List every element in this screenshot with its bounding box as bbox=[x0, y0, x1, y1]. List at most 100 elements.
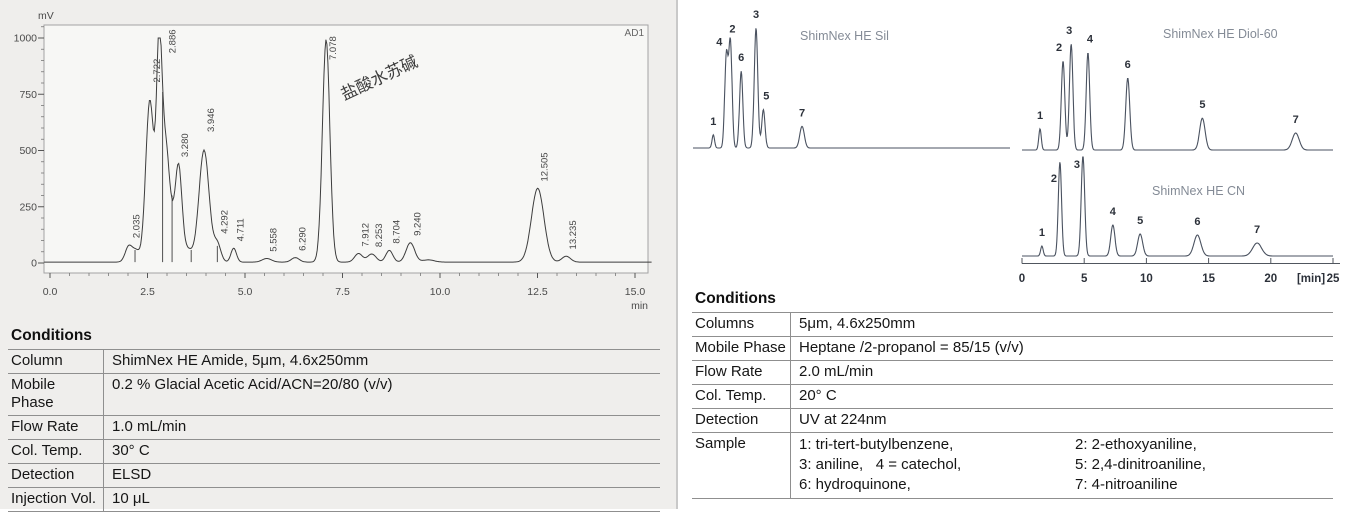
condition-value: 30° C bbox=[103, 440, 660, 463]
chart-title: ShimNex HE Diol-60 bbox=[1163, 27, 1278, 41]
x-tick-label: 7.5 bbox=[335, 286, 350, 298]
peak-number-label: 2 bbox=[729, 23, 735, 35]
condition-label: Col. Temp. bbox=[695, 387, 767, 404]
condition-label: Mobile Phase bbox=[11, 376, 56, 411]
retention-time-label: 7.078 bbox=[328, 36, 339, 60]
retention-time-label: 2.035 bbox=[131, 214, 142, 238]
conditions-row: Column ShimNex HE Amide, 5μm, 4.6x250mm bbox=[8, 350, 660, 374]
retention-time-label: 2.886 bbox=[168, 29, 179, 53]
y-axis-unit: mV bbox=[38, 10, 54, 22]
conditions-row: Columns 5μm, 4.6x250mm bbox=[692, 313, 1333, 337]
peak-number-label: 6 bbox=[1125, 59, 1131, 71]
retention-time-label: 12.505 bbox=[540, 152, 551, 181]
peak-number-label: 1 bbox=[710, 116, 716, 128]
right-conditions-table: Columns 5μm, 4.6x250mm Mobile Phase Heptane… bbox=[692, 312, 1333, 499]
y-tick-label: 0 bbox=[31, 258, 37, 270]
time-tick-label: 10 bbox=[1140, 273, 1153, 285]
x-tick-label: 5.0 bbox=[238, 286, 253, 298]
conditions-row: Sample 1: tri-tert-butylbenzene, 2: 2-etho… bbox=[692, 433, 1333, 499]
conditions-title: Conditions bbox=[11, 327, 92, 344]
condition-label: Detection bbox=[695, 411, 759, 428]
x-tick-label: 12.5 bbox=[527, 286, 548, 298]
right-panel: ShimNex HE Sil 1 4 2 6 3 5 7 ShimNex HE Diol-60 1… bbox=[678, 0, 1353, 509]
y-tick-label: 250 bbox=[19, 201, 37, 213]
chromatogram-trace bbox=[44, 37, 652, 263]
peak-number-label: 7 bbox=[1293, 114, 1299, 126]
peak-number-label: 5 bbox=[1137, 215, 1143, 227]
conditions-row: Col. Temp. 30° C bbox=[8, 440, 660, 464]
sample-item: 6: hydroquinone, bbox=[799, 476, 911, 493]
peak-number-label: 6 bbox=[1194, 216, 1200, 228]
condition-value: ELSD bbox=[103, 464, 660, 487]
condition-label: Columns bbox=[695, 315, 755, 332]
cn-trace bbox=[1022, 156, 1333, 257]
conditions-title: Conditions bbox=[695, 290, 776, 307]
y-tick-label: 750 bbox=[19, 89, 37, 101]
condition-label: Flow Rate bbox=[695, 363, 763, 380]
condition-label: Col. Temp. bbox=[11, 442, 83, 459]
peak-number-label: 5 bbox=[1199, 99, 1205, 111]
retention-time-label: 7.912 bbox=[361, 223, 372, 247]
plot-box bbox=[43, 24, 649, 274]
y-tick-label: 1000 bbox=[14, 33, 38, 45]
sil-trace bbox=[693, 28, 1010, 149]
peak-number-label: 4 bbox=[1087, 33, 1094, 45]
condition-value: 10 μL bbox=[103, 488, 660, 511]
panel-divider bbox=[676, 0, 678, 509]
condition-label: Sample bbox=[695, 435, 746, 452]
condition-value: 0.2 % Glacial Acetic Acid/ACN=20/80 (v/v… bbox=[103, 374, 660, 415]
condition-value: 1: tri-tert-butylbenzene, 2: 2-ethoxyanil… bbox=[790, 433, 1333, 498]
peak-number-label: 3 bbox=[1074, 159, 1080, 171]
conditions-row: Flow Rate 1.0 mL/min bbox=[8, 416, 660, 440]
left-panel: 0 250 500 750 1000 0.0 2.5 5.0 7.5 10.0 12.5 15.0 mV… bbox=[0, 0, 676, 512]
retention-time-label: 6.290 bbox=[297, 227, 308, 251]
time-axis-unit: [min] bbox=[1297, 273, 1325, 285]
peak-number-label: 2 bbox=[1051, 173, 1057, 185]
time-tick-label: 25 bbox=[1327, 273, 1340, 285]
x-tick-label: 10.0 bbox=[430, 286, 451, 298]
conditions-row: Col. Temp. 20° C bbox=[692, 385, 1333, 409]
conditions-row: Injection Vol. 10 μL bbox=[8, 488, 660, 512]
x-axis-unit: min bbox=[631, 300, 648, 312]
y-tick-label: 500 bbox=[19, 145, 37, 157]
peak-number-label: 3 bbox=[753, 9, 759, 21]
peak-number-label: 5 bbox=[763, 91, 769, 103]
x-tick-label: 2.5 bbox=[140, 286, 155, 298]
condition-value: 5μm, 4.6x250mm bbox=[790, 313, 1333, 336]
conditions-row: Mobile Phase 0.2 % Glacial Acetic Acid/AC… bbox=[8, 374, 660, 416]
conditions-row: Detection ELSD bbox=[8, 464, 660, 488]
condition-label: Injection Vol. bbox=[11, 490, 97, 507]
condition-label: Detection bbox=[11, 466, 75, 483]
condition-value: 20° C bbox=[790, 385, 1333, 408]
retention-time-label: 5.558 bbox=[269, 228, 280, 252]
detector-label: AD1 bbox=[625, 28, 645, 39]
retention-time-label: 4.292 bbox=[219, 210, 230, 234]
x-tick-label: 0.0 bbox=[43, 286, 58, 298]
peak-number-label: 4 bbox=[1110, 206, 1117, 218]
peak-number-label: 1 bbox=[1039, 227, 1045, 239]
retention-time-label: 13.235 bbox=[568, 220, 579, 249]
time-tick-label: 15 bbox=[1202, 273, 1215, 285]
condition-value: UV at 224nm bbox=[790, 409, 1333, 432]
retention-time-label: 9.240 bbox=[412, 212, 423, 236]
main-chromatogram: 0 250 500 750 1000 0.0 2.5 5.0 7.5 10.0 12.5 15.0 mV… bbox=[14, 10, 652, 312]
sample-item: 3: aniline, 4 = catechol, bbox=[799, 456, 962, 473]
x-tick-label: 15.0 bbox=[625, 286, 646, 298]
peak-number-label: 4 bbox=[716, 37, 723, 49]
retention-time-label: 2.722 bbox=[152, 59, 163, 83]
retention-time-label: 3.280 bbox=[180, 133, 191, 157]
sample-item: 1: tri-tert-butylbenzene, bbox=[799, 436, 954, 453]
sample-item: 5: 2,4-dinitroaniline, bbox=[1075, 456, 1206, 473]
diol-60-trace bbox=[1022, 44, 1333, 151]
peak-number-label: 1 bbox=[1037, 110, 1043, 122]
sample-item: 2: 2-ethoxyaniline, bbox=[1075, 436, 1197, 453]
peak-number-label: 7 bbox=[1254, 224, 1260, 236]
peak-number-label: 2 bbox=[1056, 42, 1062, 54]
sample-list: 1: tri-tert-butylbenzene, 2: 2-ethoxyanil… bbox=[799, 435, 1329, 495]
condition-label: Mobile Phase bbox=[695, 339, 786, 356]
condition-value: ShimNex HE Amide, 5μm, 4.6x250mm bbox=[103, 350, 660, 373]
condition-value: 1.0 mL/min bbox=[103, 416, 660, 439]
chart-title: ShimNex HE CN bbox=[1152, 184, 1245, 198]
right-conditions: Conditions Columns 5μm, 4.6x250mm Mobile P… bbox=[692, 290, 1333, 499]
left-conditions: Conditions Column ShimNex HE Amide, 5μm, … bbox=[8, 327, 660, 512]
